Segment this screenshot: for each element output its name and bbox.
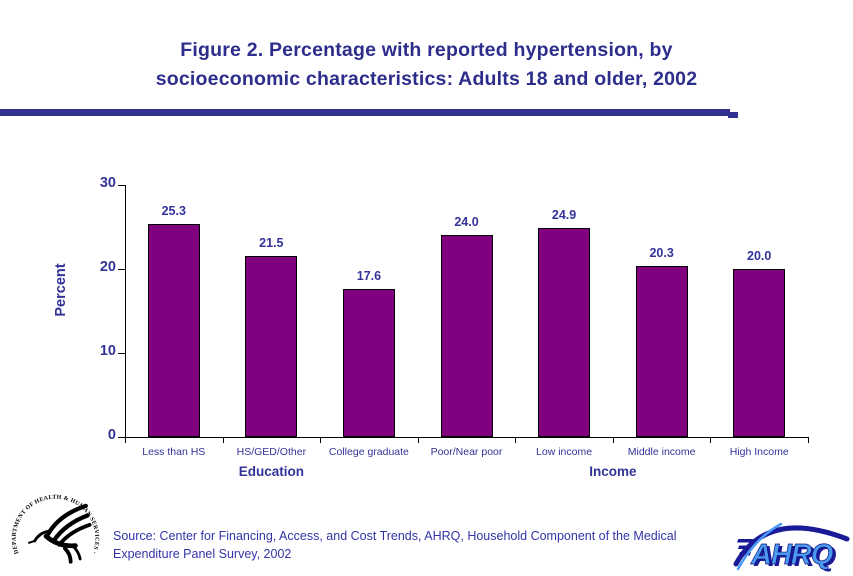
figure-title-line1: Figure 2. Percentage with reported hyper…: [180, 39, 673, 61]
x-tick-mark: [125, 437, 126, 443]
svg-text:DEPARTMENT OF HEALTH & HUMAN S: DEPARTMENT OF HEALTH & HUMAN SERVICES · …: [8, 485, 99, 555]
figure-title: Figure 2. Percentage with reported hyper…: [0, 36, 853, 94]
source-note: Source: Center for Financing, Access, an…: [113, 529, 677, 561]
title-divider: [0, 109, 730, 116]
y-tick-label: 0: [107, 427, 116, 443]
x-tick-mark: [515, 437, 517, 443]
ahrq-wordmark: AHRQ: [750, 539, 834, 571]
hhs-seal-text: DEPARTMENT OF HEALTH & HUMAN SERVICES · …: [8, 485, 99, 555]
y-tick-label: 30: [99, 175, 116, 191]
x-tick-mark: [808, 437, 809, 443]
ahrq-wordmark-shadow: AHRQ: [753, 541, 837, 572]
x-category-label: HS/GED/Other: [236, 446, 307, 458]
bar-value-label: 20.3: [649, 246, 674, 261]
y-tick-mark: [118, 185, 125, 186]
hhs-logo: DEPARTMENT OF HEALTH & HUMAN SERVICES · …: [8, 485, 99, 564]
y-tick-mark: [118, 269, 125, 270]
x-tick-mark: [417, 437, 419, 443]
x-axis-line: [125, 437, 809, 438]
bar-high-income: [733, 269, 786, 437]
bar-value-label: 17.6: [356, 269, 382, 284]
x-category-label: High Income: [729, 446, 789, 458]
x-tick-mark: [612, 437, 614, 443]
y-axis-line: [125, 185, 126, 438]
x-group-label-income: Income: [589, 464, 637, 479]
ahrq-logo: AHRQ AHRQ: [733, 522, 850, 572]
y-tick-mark: [118, 437, 125, 438]
bar-middle-income: [635, 266, 688, 437]
bar-value-label: 20.0: [747, 249, 772, 263]
y-tick-label: 10: [99, 343, 116, 359]
x-category-label: Less than HS: [142, 446, 206, 458]
bar-value-label: 21.5: [259, 236, 284, 251]
hhs-seal-ring: DEPARTMENT OF HEALTH & HUMAN SERVICES · …: [8, 485, 99, 555]
bar-low-income: [538, 227, 591, 437]
y-axis-title: Percent: [53, 263, 69, 317]
y-tick-mark: [118, 353, 125, 354]
x-group-label-education: Education: [238, 464, 304, 479]
x-category-label: Low income: [536, 446, 593, 458]
x-category-label: Poor/Near poor: [430, 446, 503, 458]
bar-less-than-hs: [147, 224, 200, 437]
bar-value-label: 25.3: [161, 204, 186, 219]
bar-value-label: 24.0: [454, 215, 479, 230]
y-tick-label: 20: [99, 259, 116, 275]
bar-value-label: 24.9: [551, 207, 577, 222]
x-tick-mark: [222, 437, 224, 443]
figure-title-line2: socioeconomic characteristics: Adults 18…: [155, 68, 698, 90]
x-tick-mark: [710, 437, 712, 443]
hhs-eagle-icon: [28, 503, 92, 564]
x-tick-mark: [320, 437, 322, 443]
x-category-label: College graduate: [328, 446, 409, 458]
title-divider-end: [728, 112, 738, 118]
ahrq-swoosh-highlight: [736, 522, 783, 571]
ahrq-swoosh: [733, 525, 850, 567]
bar-hs-ged-other: [245, 256, 298, 437]
bar-college-graduate: [342, 289, 395, 437]
bar-poor-near-poor: [440, 235, 493, 437]
x-category-label: Middle income: [627, 446, 696, 458]
